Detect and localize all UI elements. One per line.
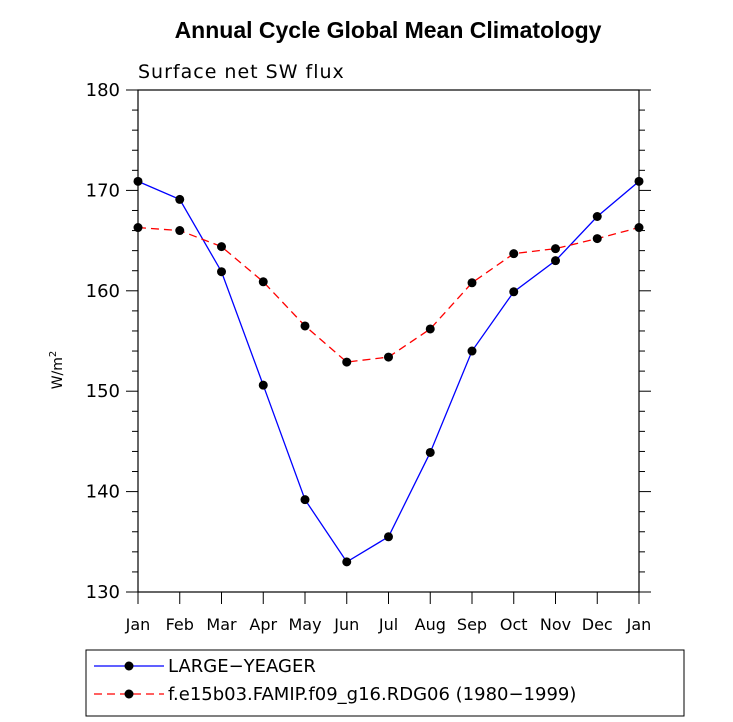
data-point (592, 212, 602, 222)
y-tick-label: 180 (86, 80, 120, 101)
data-point (175, 226, 185, 236)
y-tick-label: 140 (86, 482, 120, 503)
data-point (133, 223, 143, 233)
data-point (425, 324, 435, 334)
data-point (300, 495, 310, 505)
plot-axes: 130 140 150 160 170 180 Jan Feb Mar Apr May Jun Jul A… (86, 80, 652, 634)
legend: LARGE−YEAGER f.e15b03.FAMIP.f09_g16.RDG06… (85, 649, 685, 717)
series-layer (133, 176, 644, 567)
data-point (258, 380, 268, 390)
data-point (342, 357, 352, 367)
y-tick-label: 170 (86, 180, 120, 201)
chart-title: Annual Cycle Global Mean Climatology (175, 17, 602, 43)
data-point (342, 557, 352, 567)
legend-swatch-marker (124, 661, 134, 671)
y-tick-label: 130 (86, 582, 120, 603)
data-point (217, 267, 226, 277)
legend-label: f.e15b03.FAMIP.f09_g16.RDG06 (1980−1999) (168, 684, 576, 705)
data-point (551, 256, 560, 266)
data-point (133, 176, 143, 186)
y-tick-label: 150 (86, 381, 120, 402)
x-tick-label: Jan (626, 615, 652, 634)
series-line (137, 180, 640, 563)
legend-swatch-marker (124, 689, 134, 699)
data-point (634, 223, 644, 233)
data-point (551, 244, 560, 254)
y-axis-label-superscript: 2 (48, 351, 59, 357)
data-point (384, 352, 393, 362)
data-point (634, 176, 644, 186)
series-2 (133, 223, 644, 367)
y-tick-label: 160 (86, 281, 120, 302)
data-point (509, 287, 519, 297)
x-tick-label: Jan (125, 615, 151, 634)
data-point (217, 242, 226, 252)
y-axis-label: W/m2 (48, 351, 66, 390)
legend-box (85, 649, 685, 717)
series-1 (133, 176, 644, 567)
data-point (592, 234, 602, 244)
x-tick-label: Feb (166, 615, 194, 634)
data-point (175, 194, 185, 204)
y-axis-label-text: W/m (50, 357, 66, 389)
legend-label: LARGE−YEAGER (168, 656, 316, 677)
data-point (384, 532, 393, 542)
x-tick-label: Sep (457, 615, 487, 634)
data-point (258, 277, 268, 287)
data-point (509, 249, 519, 259)
data-point (467, 278, 477, 288)
x-tick-label: Nov (540, 615, 571, 634)
chart-subtitle: Surface net SW flux (138, 61, 345, 83)
x-tick-label: Oct (500, 615, 528, 634)
plot-frame (137, 89, 640, 593)
x-tick-label: May (288, 615, 321, 634)
data-point (425, 447, 435, 457)
series-line (137, 226, 640, 363)
x-tick-label: Mar (206, 615, 237, 634)
x-tick-label: Dec (582, 615, 613, 634)
x-tick-label: Jun (333, 615, 359, 634)
data-point (467, 346, 477, 356)
x-tick-label: Aug (415, 615, 446, 634)
data-point (300, 321, 310, 331)
x-tick-label: Jul (378, 615, 398, 634)
x-tick-label: Apr (249, 615, 277, 634)
